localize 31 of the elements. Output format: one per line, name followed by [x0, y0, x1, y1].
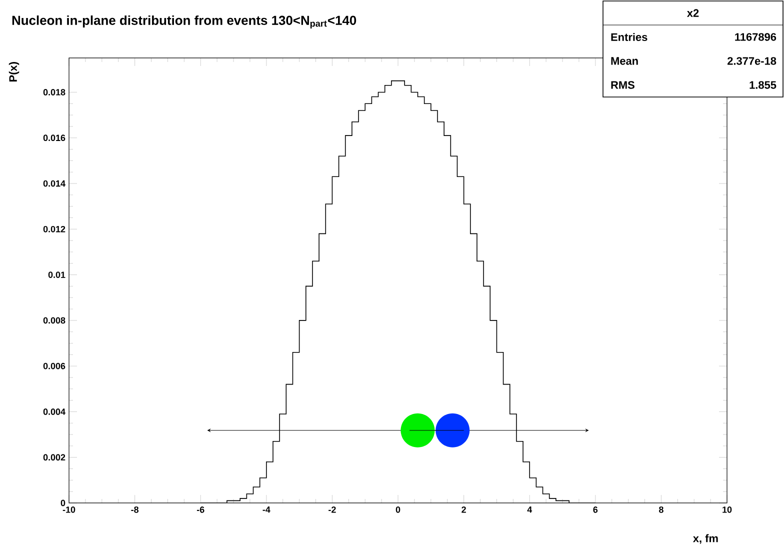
annotation: Mean [611, 57, 638, 65]
y-tick-label: 0.002 [43, 454, 66, 461]
x-tick-label: -10 [62, 506, 76, 513]
x-tick-label: 2 [462, 506, 466, 513]
x-tick-label: -2 [328, 506, 336, 513]
y-tick-label: 0.01 [48, 272, 66, 278]
text: Entries [611, 32, 648, 42]
text: 1.855 [750, 81, 776, 89]
x-tick-label: 4 [527, 506, 532, 513]
y-tick-label: 0.014 [43, 180, 66, 187]
chart-title: Nucleon in-plane distribution from events 130<N$_{part}$<140 [12, 15, 356, 29]
y-axis-title: P(x) [8, 62, 20, 82]
text: x2 [686, 9, 699, 17]
y-tick-label: 0.004 [43, 408, 66, 415]
text: 2.377e-18 [728, 57, 776, 65]
x-tick-label: 8 [658, 506, 664, 513]
y-tick-label: 0.008 [43, 317, 66, 324]
x-tick-label: -4 [262, 506, 270, 513]
x-tick-label: 10 [722, 506, 732, 513]
y-tick-label: 0.016 [43, 134, 66, 142]
x-tick-label: -8 [131, 506, 139, 513]
y-tick-label: 0.018 [43, 89, 66, 96]
y-tick-label: 0.012 [43, 226, 66, 232]
text: 1167896 [735, 33, 776, 41]
x-tick-label: 6 [593, 506, 598, 513]
y-tick-label: 0.006 [43, 362, 66, 370]
y-tick-label: 0 [60, 500, 66, 506]
x-axis-title: x, fm [692, 534, 718, 544]
annotation: RMS [611, 81, 634, 89]
x-tick-label: 0 [396, 506, 400, 513]
x-tick-label: -6 [196, 506, 204, 513]
